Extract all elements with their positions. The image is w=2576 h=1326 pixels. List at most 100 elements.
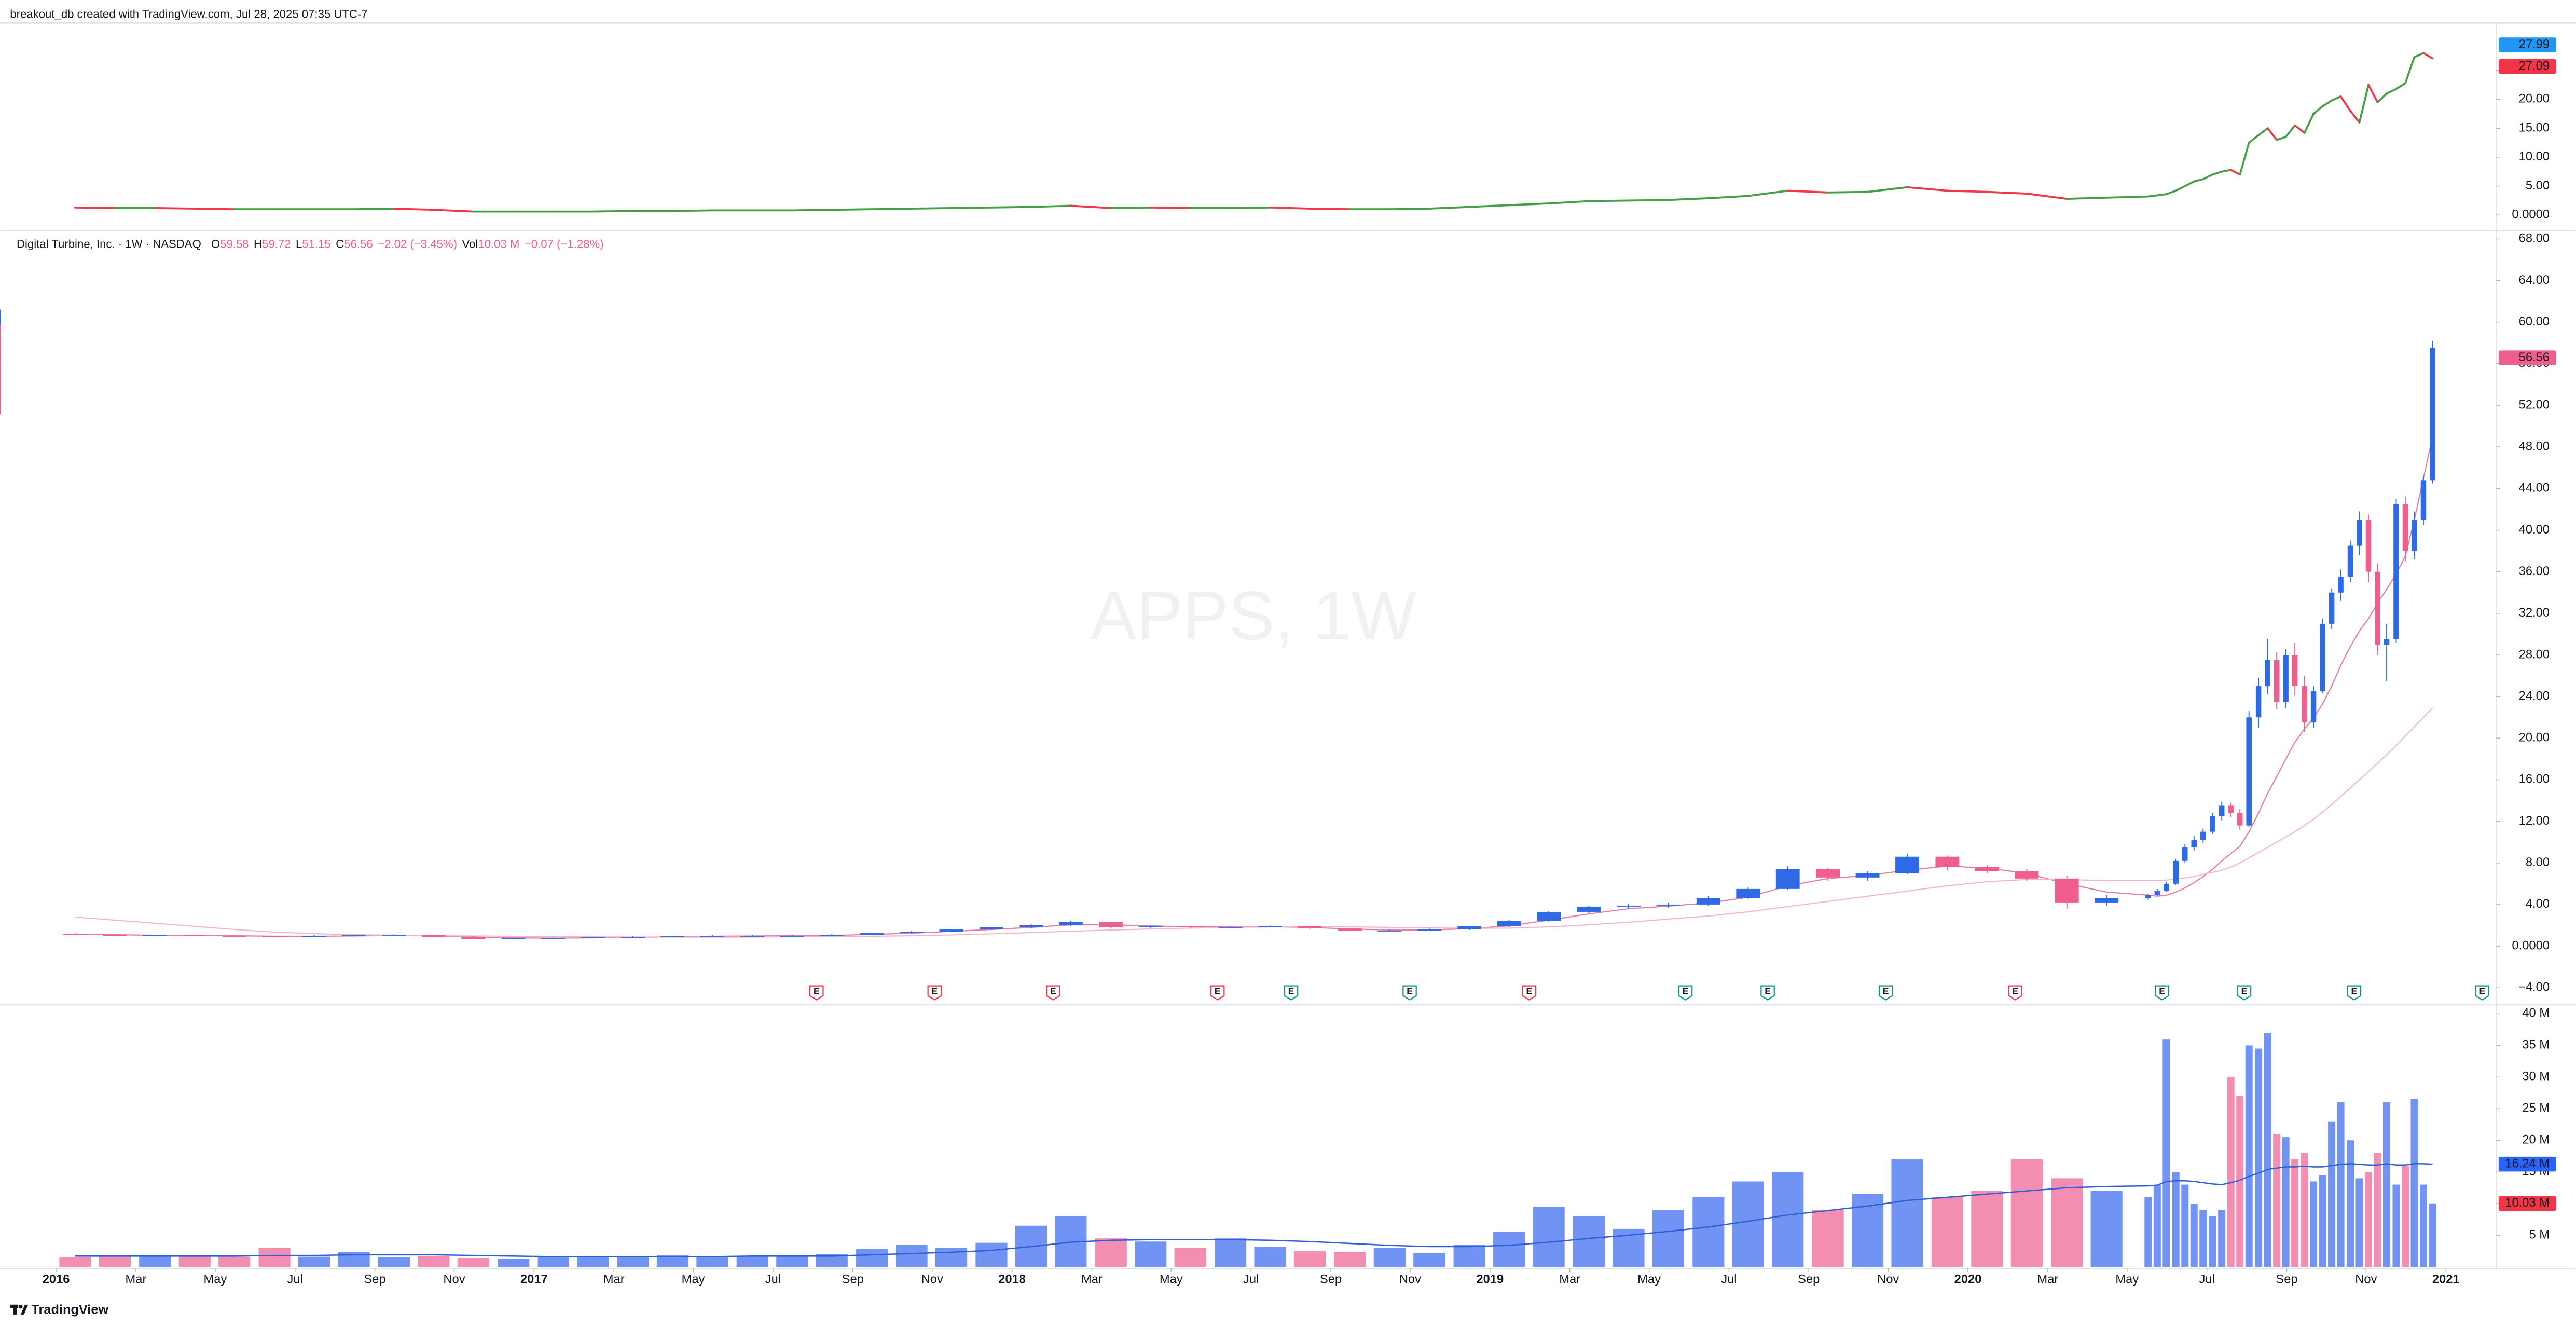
volume-bar: [935, 1248, 968, 1267]
x-tick-label: May: [203, 1273, 227, 1287]
last-value-box: [2498, 1156, 2556, 1172]
volume-bar: [1772, 1172, 1804, 1267]
candle-body: [2402, 504, 2408, 551]
volume-bar: [2255, 1048, 2263, 1267]
volume-bar: [1573, 1216, 1605, 1267]
candle-body: [1019, 925, 1043, 928]
legend-value: 51.15: [302, 238, 330, 251]
volume-bar: [537, 1256, 569, 1267]
indicator-segment: [1588, 199, 1630, 202]
candle-body: [103, 935, 127, 936]
x-tick-label: 2018: [998, 1273, 1026, 1287]
candle-body: [1696, 898, 1720, 905]
indicator-segment: [2413, 52, 2425, 58]
last-value-label: 16.24 M: [2505, 1157, 2550, 1170]
legend-symbol: Digital Turbine, Inc. · 1W · NASDAQ: [17, 238, 201, 251]
candle-body: [1855, 873, 1880, 878]
y-tick-label: 20.00: [2519, 731, 2550, 745]
volume-bar: [2181, 1184, 2189, 1267]
candle-body: [1895, 856, 1919, 873]
indicator-segment: [1786, 189, 1829, 194]
legend-key: O: [211, 238, 220, 251]
earnings-marker: [2155, 985, 2169, 1001]
volume-bar: [1732, 1181, 1764, 1267]
volume-bar: [656, 1255, 689, 1267]
candle-body: [63, 934, 87, 935]
x-tick-label: Mar: [603, 1273, 625, 1287]
x-tick-label: Nov: [1399, 1273, 1421, 1287]
earnings-marker: [1760, 985, 1775, 1001]
indicator-segment: [1269, 206, 1311, 210]
y-tick-label: 24.00: [2519, 689, 2550, 703]
candle-body: [2015, 871, 2039, 879]
legend-key: Vol: [462, 238, 478, 251]
x-tick-label: May: [1160, 1273, 1183, 1287]
candle-body: [2375, 571, 2380, 645]
earnings-marker: [1878, 985, 1893, 1001]
candle-body: [2246, 717, 2252, 826]
volume-bar: [2419, 1184, 2427, 1267]
indicator-segment: [2376, 92, 2388, 103]
candle-body: [740, 936, 765, 937]
volume-bar: [2310, 1181, 2318, 1267]
volume-bar: [896, 1245, 928, 1267]
candle-body: [1457, 926, 1482, 930]
indicator-segment: [2321, 99, 2333, 107]
indicator-segment: [2404, 56, 2416, 85]
volume-bar: [2383, 1102, 2391, 1267]
y-tick-label: 20.00: [2519, 92, 2550, 106]
candle-body: [581, 937, 605, 938]
candle-body: [1058, 922, 1083, 926]
volume-bar: [2010, 1159, 2043, 1267]
indicator-segment: [2284, 124, 2296, 138]
volume-bar: [59, 1257, 91, 1267]
candle-body: [2219, 805, 2225, 816]
indicator-segment: [2239, 142, 2250, 176]
earnings-label: E: [1526, 986, 1533, 996]
indicator-segment: [2276, 135, 2287, 141]
candle-body: [2265, 660, 2270, 687]
last-value-label: 56.56: [2519, 351, 2550, 364]
x-tick-label: Nov: [2355, 1273, 2377, 1287]
x-tick-label: 2017: [520, 1273, 548, 1287]
earnings-label: E: [814, 986, 820, 996]
candle-body: [382, 935, 406, 936]
volume-bar: [2218, 1210, 2226, 1267]
volume-bar: [1812, 1210, 1844, 1267]
last-value-box: [2498, 350, 2556, 365]
candle-body: [2347, 545, 2353, 577]
candle-body: [1099, 922, 1123, 928]
volume-ma-line: [75, 1163, 2433, 1257]
x-tick-label: May: [1637, 1273, 1661, 1287]
x-tick-label: Mar: [1081, 1273, 1103, 1287]
watermark: APPS, 1W: [1091, 578, 1417, 654]
volume-bar: [2227, 1077, 2235, 1267]
volume-bar: [1891, 1159, 1923, 1267]
candle-body: [1617, 905, 1641, 907]
indicator-segment: [2422, 52, 2434, 60]
earnings-marker: [809, 985, 824, 1001]
earnings-label: E: [1683, 986, 1689, 996]
x-tick-label: May: [2115, 1273, 2139, 1287]
candle-body: [2430, 348, 2435, 481]
last-value-label: 10.03 M: [2505, 1196, 2550, 1210]
volume-bar: [2392, 1184, 2400, 1267]
volume-bar: [577, 1256, 609, 1267]
logo-part: [20, 1304, 29, 1315]
indicator-segment: [2358, 84, 2370, 124]
indicator-segment: [2395, 82, 2406, 90]
footer-logo: [10, 1304, 29, 1315]
y-tick-label: 4.00: [2526, 897, 2550, 911]
y-tick-label: 44.00: [2519, 482, 2550, 495]
candle-body: [2255, 686, 2262, 718]
indicator-segment: [393, 208, 435, 211]
last-value-label: 27.99: [2519, 38, 2550, 51]
x-tick-label: Nov: [1877, 1273, 1899, 1287]
candle-body: [2338, 577, 2344, 593]
candle-body: [2095, 898, 2119, 903]
earnings-label: E: [1765, 986, 1771, 996]
indicator-segment: [2312, 105, 2324, 115]
earnings-label: E: [2159, 986, 2165, 996]
last-value-box: [2498, 1196, 2556, 1211]
